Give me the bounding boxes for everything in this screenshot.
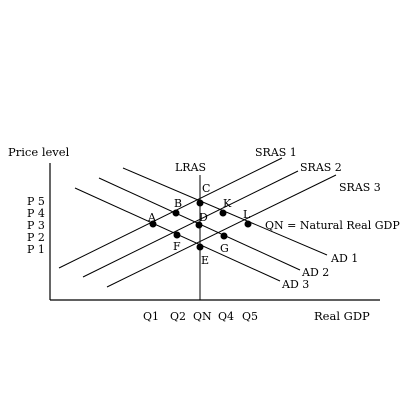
price-label-p3: P 3 [27,219,45,232]
lras-label: LRAS [175,161,206,174]
point-f-dot [173,231,181,239]
price-label-p1: P 1 [27,243,45,256]
price-label-p5: P 5 [27,195,45,208]
y-axis-label: Price level [8,145,70,159]
point-l-label: L [243,208,251,221]
ad2-label: AD 2 [301,266,329,279]
natural-gdp-annotation: QN = Natural Real GDP [265,219,400,232]
sras2-label: SRAS 2 [300,161,342,174]
x-axis-label: Real GDP [314,309,370,323]
quantity-label-q1: Q1 [143,310,159,323]
quantity-label-q5: Q5 [242,310,258,323]
sras3-label: SRAS 3 [339,181,381,194]
point-k-label: K [223,197,232,210]
point-b-dot [172,209,180,217]
sras1-curve [58,157,283,269]
ad3-label: AD 3 [281,278,309,291]
point-k-dot [219,209,227,217]
ad1-label: AD 1 [330,252,358,265]
point-a-dot [149,220,157,228]
point-l-dot [244,220,252,228]
price-label-p4: P 4 [27,207,45,220]
price-label-p2: P 2 [27,231,45,244]
point-a-label: A [147,211,157,224]
sras1-label: SRAS 1 [255,146,297,159]
quantity-label-q4: Q4 [218,310,234,323]
point-e-dot [196,243,204,251]
point-g-label: G [220,242,229,255]
quantity-label-qn: QN [193,310,212,323]
point-d-dot [195,221,203,229]
point-f-label: F [173,240,181,253]
point-b-label: B [174,197,182,210]
point-c-label: C [202,182,210,195]
point-e-label: E [201,254,209,267]
point-d-label: D [199,211,208,224]
point-c-dot [196,199,204,207]
point-g-dot [220,232,228,240]
sras2-curve [82,170,299,278]
quantity-label-q2: Q2 [170,310,186,323]
sras3-curve [106,174,337,288]
